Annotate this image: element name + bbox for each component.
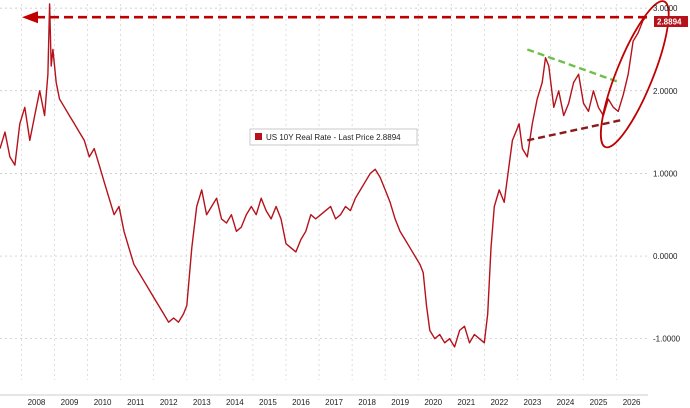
annotation-ellipse bbox=[599, 0, 670, 149]
legend-box bbox=[249, 128, 418, 146]
legend: US 10Y Real Rate - Last Price 2.8894 bbox=[249, 128, 418, 146]
last-price-tag-text: 2.8894 bbox=[657, 18, 682, 27]
series-line-0 bbox=[0, 3, 647, 348]
x-tick-label-16: 2024 bbox=[557, 398, 575, 407]
annotation-green-trendline bbox=[526, 48, 621, 84]
x-tick-label-5: 2013 bbox=[193, 398, 211, 407]
x-tick-label-7: 2015 bbox=[259, 398, 277, 407]
x-tick-label-12: 2020 bbox=[424, 398, 442, 407]
x-tick-label-0: 2008 bbox=[28, 398, 46, 407]
x-tick-label-4: 2012 bbox=[160, 398, 178, 407]
y-tick-label-4: -1.0000 bbox=[653, 335, 681, 344]
x-tick-label-18: 2026 bbox=[623, 398, 641, 407]
y-tick-label-2: 1.0000 bbox=[653, 169, 678, 178]
x-tick-label-17: 2025 bbox=[590, 398, 608, 407]
annotation-layer-front bbox=[22, 0, 670, 149]
legend-label: US 10Y Real Rate - Last Price 2.8894 bbox=[266, 133, 401, 142]
x-axis: 2008 2009 2010 2011 2012 2013 2014 2015 2016 2017… bbox=[0, 394, 648, 407]
legend-swatch bbox=[255, 133, 262, 140]
x-tick-label-1: 2009 bbox=[61, 398, 79, 407]
last-price-tag-box bbox=[654, 16, 688, 27]
x-tick-label-8: 2016 bbox=[292, 398, 310, 407]
annotation-brown-trendline bbox=[527, 118, 624, 142]
series-layer bbox=[0, 3, 647, 348]
y-axis: 3.0000 2.0000 1.0000 0.0000 -1.0000 bbox=[653, 4, 681, 344]
x-tick-label-11: 2019 bbox=[391, 398, 409, 407]
y-tick-label-0: 3.0000 bbox=[653, 4, 678, 13]
x-tick-label-9: 2017 bbox=[325, 398, 343, 407]
x-tick-label-6: 2014 bbox=[226, 398, 244, 407]
x-tick-label-14: 2022 bbox=[490, 398, 508, 407]
y-tick-label-1: 2.0000 bbox=[653, 87, 678, 96]
x-tick-label-10: 2018 bbox=[358, 398, 376, 407]
x-tick-label-13: 2021 bbox=[457, 398, 475, 407]
y-tick-label-3: 0.0000 bbox=[653, 252, 678, 261]
x-tick-label-2: 2010 bbox=[94, 398, 112, 407]
x-tick-label-15: 2023 bbox=[524, 398, 542, 407]
last-price-tag: 2.8894 bbox=[654, 16, 688, 27]
x-tick-label-3: 2011 bbox=[127, 398, 145, 407]
annotation-arrowhead bbox=[22, 11, 38, 24]
